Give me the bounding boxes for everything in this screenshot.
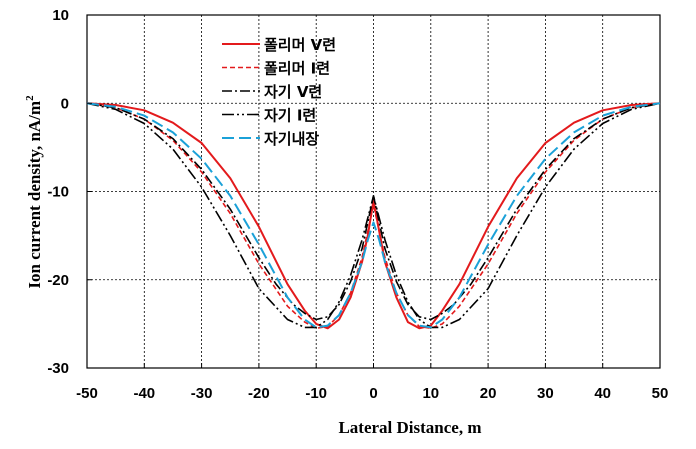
series-line-2 [86, 102, 661, 330]
y-tick-label: -20 [47, 272, 69, 289]
y-axis-title-superscript: 2 [24, 95, 36, 101]
legend-label-5: 자기내장 [264, 130, 319, 148]
legend-label-1: 폴리머 V련 [264, 36, 336, 54]
legend-label-2: 폴리머 I련 [264, 60, 330, 78]
x-tick-label: 40 [594, 385, 611, 402]
y-axis-title-main: Ion current density, nA/m [25, 101, 44, 289]
x-tick-label: -10 [305, 385, 327, 402]
y-tick-label: -10 [47, 184, 69, 201]
grid-lines [87, 15, 660, 368]
x-axis-title: Lateral Distance, m [338, 418, 481, 437]
y-tick-label: -30 [47, 360, 69, 377]
series-line-1 [86, 102, 661, 330]
axis-ticks: -50 -40 -30 -20 -10 0 10 20 30 40 50 10 0 -10 -20 -30 [47, 7, 668, 402]
y-tick-label: 10 [52, 7, 69, 24]
legend-label-4: 자기 I련 [264, 107, 316, 125]
x-tick-label: -50 [76, 385, 98, 402]
series-line-4 [86, 102, 661, 329]
y-axis-title: Ion current density, nA/m2 [24, 95, 44, 289]
y-tick-label: 0 [61, 95, 69, 112]
x-tick-label: 0 [369, 385, 377, 402]
x-tick-label: 10 [422, 385, 439, 402]
x-tick-label: -30 [191, 385, 213, 402]
x-tick-label: 30 [537, 385, 554, 402]
series-layer [86, 102, 661, 330]
x-tick-label: -40 [133, 385, 155, 402]
x-tick-label: 20 [480, 385, 497, 402]
x-tick-label: 50 [652, 385, 669, 402]
x-tick-label: -20 [248, 385, 270, 402]
series-line-5 [86, 102, 661, 329]
legend-label-3: 자기 V련 [264, 83, 322, 101]
